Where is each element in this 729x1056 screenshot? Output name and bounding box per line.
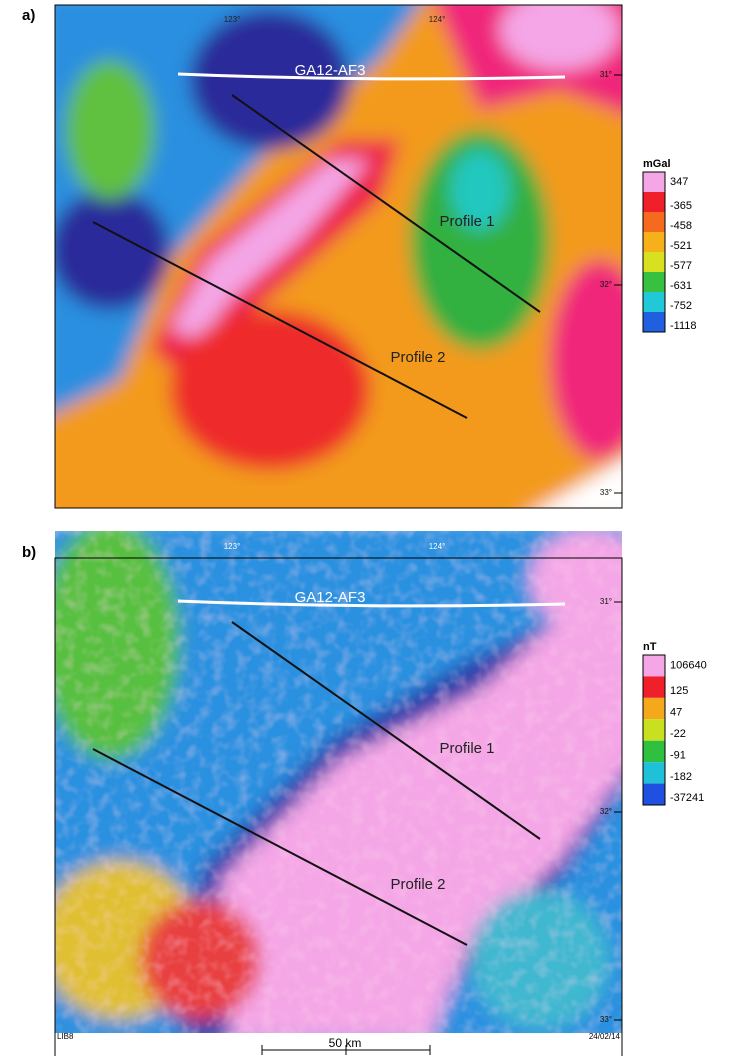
panel-label: a) [22,7,35,24]
legend-label: -22 [670,728,686,740]
legend-label: -91 [670,749,686,761]
legend-unit: mGal [643,158,671,170]
legend-label: -458 [670,220,692,232]
legend-swatch [643,292,665,312]
legend-label: -577 [670,260,692,272]
legend-label: -182 [670,771,692,783]
legend-swatch [643,676,665,697]
lon-tick-label: 123° [224,15,241,24]
map-date: 24/02/14 [589,1032,621,1041]
survey-line-label: GA12-AF3 [295,589,366,606]
profile-label: Profile 1 [439,740,494,757]
map-panel: a) 123° 124° 31° 32° 33° GA12-AF3 Profile 1 Prof… [22,0,697,530]
legend-swatch [643,192,665,212]
lat-tick-label: 33° [600,488,612,497]
map-region [550,260,650,460]
figure: a) 123° 124° 31° 32° 33° GA12-AF3 Profile 1 Prof… [0,0,729,1056]
legend-label: 106640 [670,660,707,672]
lon-tick-label: 123° [224,542,241,551]
legend-label: 125 [670,685,688,697]
legend-label: -37241 [670,792,704,804]
legend-swatch [643,252,665,272]
scale-label: 50 km [329,1036,362,1050]
legend-label: 47 [670,706,682,718]
map-region [65,60,155,200]
profile-label: Profile 2 [390,876,445,893]
lon-tick-label: 124° [429,542,446,551]
legend-label: -1118 [670,320,697,332]
lat-tick-label: 32° [600,807,612,816]
map-region [170,310,370,470]
legend-swatch [643,272,665,292]
lat-tick-label: 33° [600,1015,612,1024]
legend-label: -521 [670,240,692,252]
legend-swatch [643,232,665,252]
map-code: LIB8 [57,1032,74,1041]
legend-swatch [643,784,665,805]
legend-label: 347 [670,176,688,188]
legend-swatch [643,719,665,740]
panel-label: b) [22,544,36,561]
legend-swatch [643,212,665,232]
lon-tick-label: 124° [429,15,446,24]
legend-swatch [643,698,665,719]
legend-label: -752 [670,300,692,312]
lat-tick-label: 31° [600,597,612,606]
legend-swatch [643,762,665,783]
legend-swatch [643,312,665,332]
legend-swatch [643,655,665,676]
map-panel: b) 123° 124° 31° 32° 33° GA12-AF3 Profile 1 Prof… [22,520,707,1056]
legend-label: -631 [670,280,692,292]
legend-swatch [643,172,665,192]
legend-label: -365 [670,200,692,212]
profile-label: Profile 2 [390,349,445,366]
legend-swatch [643,741,665,762]
lat-tick-label: 32° [600,280,612,289]
lat-tick-label: 31° [600,70,612,79]
map-region [50,190,170,310]
map-region [190,10,350,150]
survey-line-label: GA12-AF3 [295,62,366,79]
profile-label: Profile 1 [439,213,494,230]
legend-unit: nT [643,641,657,653]
